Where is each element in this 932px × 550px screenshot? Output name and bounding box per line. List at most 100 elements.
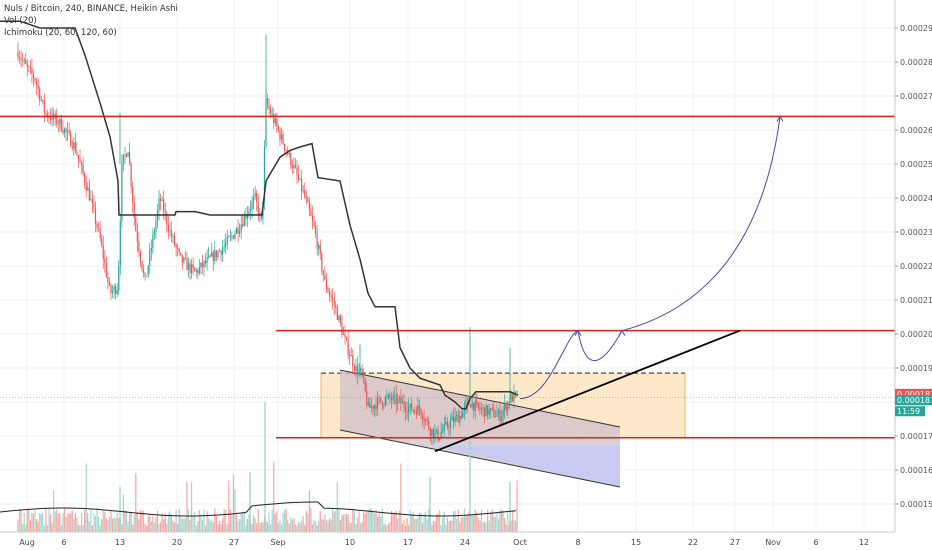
volume-bar: [132, 524, 134, 532]
candle-body: [514, 391, 517, 393]
volume-bar: [212, 522, 214, 532]
volume-bar: [355, 524, 357, 532]
volume-bar: [462, 516, 464, 532]
candle-body: [217, 251, 219, 257]
volume-bar: [293, 518, 295, 532]
volume-bar: [285, 508, 287, 532]
volume-indicator-label[interactable]: Vol (20): [4, 16, 37, 26]
candle-body: [280, 134, 283, 140]
volume-bar: [339, 520, 341, 532]
candle-body: [449, 420, 452, 428]
candle-body: [288, 153, 290, 155]
volume-bar: [516, 480, 518, 532]
candle-body: [426, 419, 428, 422]
candle-body: [146, 275, 148, 277]
volume-bar: [282, 512, 284, 532]
candle-body: [253, 196, 255, 202]
candle-body: [332, 297, 334, 300]
candle-body: [428, 421, 430, 429]
price-axis[interactable]: 0.000150000.000160000.000170000.00018000…: [894, 0, 932, 550]
candle-body: [102, 245, 104, 259]
volume-bar: [485, 522, 487, 532]
volume-bar: [440, 525, 442, 532]
volume-bar: [274, 513, 276, 532]
candle-body: [434, 431, 436, 438]
candle-body: [318, 245, 320, 249]
time-tick-label: Aug: [19, 538, 35, 547]
volume-bar: [195, 525, 197, 532]
volume-bar: [408, 525, 410, 532]
candle-body: [228, 236, 230, 238]
volume-bar: [194, 511, 196, 532]
volume-bar: [421, 522, 424, 532]
volume-bar: [191, 482, 193, 532]
candle-body: [87, 187, 89, 191]
volume-bar: [477, 518, 479, 532]
candle-body: [104, 258, 106, 264]
candle-body: [273, 114, 275, 124]
candle-body: [470, 404, 472, 408]
ichimoku-indicator-label[interactable]: Ichimoku (20, 60, 120, 60): [4, 28, 117, 38]
volume-bar: [483, 521, 486, 532]
candle-body: [62, 130, 64, 133]
price-tick-label: 0.00022000: [900, 262, 932, 271]
candle-body: [74, 142, 76, 152]
drawing-tools: [320, 369, 686, 488]
symbol-title[interactable]: Nuls / Bitcoin, 240, BINANCE, Heikin Ash…: [4, 4, 178, 14]
candle-body: [297, 174, 300, 180]
candle-body: [184, 257, 186, 259]
price-tick-label: 0.00021000: [900, 296, 932, 305]
candle-body: [274, 118, 276, 124]
candle-body: [446, 421, 448, 427]
volume-bar: [104, 511, 106, 532]
volume-bar: [101, 519, 103, 532]
volume-bar: [347, 514, 349, 532]
time-axis[interactable]: Aug 6 13 20 27 Sep 10 17 24 Oct 8 15 22 27 Nov 6 12: [0, 531, 932, 550]
candle-body: [36, 81, 38, 86]
candle-body: [510, 394, 512, 403]
candle-body: [209, 255, 211, 257]
candle-body: [511, 394, 514, 402]
volume-bar: [63, 508, 66, 532]
candle-body: [381, 401, 383, 406]
volume-bar: [204, 525, 207, 532]
volume-bar: [398, 510, 400, 532]
candle-body: [237, 228, 239, 234]
candle-body: [99, 228, 101, 239]
candle-body: [49, 117, 52, 120]
candle-body: [116, 290, 118, 295]
volume-bar: [107, 520, 109, 532]
price-tags: 0.000182400.00018136 11:59: [895, 388, 932, 417]
volume-bar: [127, 521, 129, 532]
candle-body: [505, 403, 507, 411]
volume-bar: [74, 512, 76, 532]
candle-body: [359, 368, 362, 371]
price-tag-bg: [895, 406, 925, 417]
candle-body: [353, 366, 355, 372]
candle-body: [316, 233, 318, 249]
candle-body: [508, 401, 510, 403]
candle-body: [245, 215, 247, 219]
candle-body: [439, 437, 441, 440]
volume-bar: [20, 510, 22, 532]
volume-bar: [327, 521, 329, 532]
candle-body: [333, 299, 335, 306]
candle-body: [417, 405, 419, 415]
candle-body: [404, 407, 407, 412]
volume-bar: [98, 517, 100, 532]
candle-body: [494, 416, 496, 418]
candle-body: [287, 151, 289, 155]
candle-body: [432, 428, 434, 438]
volume-bar: [511, 511, 514, 532]
candle-body: [451, 416, 453, 421]
volume-bar: [335, 511, 337, 532]
candle-body: [358, 370, 360, 375]
candle-body: [414, 409, 416, 411]
volume-bar: [141, 511, 143, 532]
candle-body: [153, 231, 155, 235]
volume-bar: [87, 512, 89, 532]
candle-body: [91, 199, 93, 204]
volume-bar: [94, 516, 97, 532]
time-tick-label: 27: [229, 538, 239, 547]
